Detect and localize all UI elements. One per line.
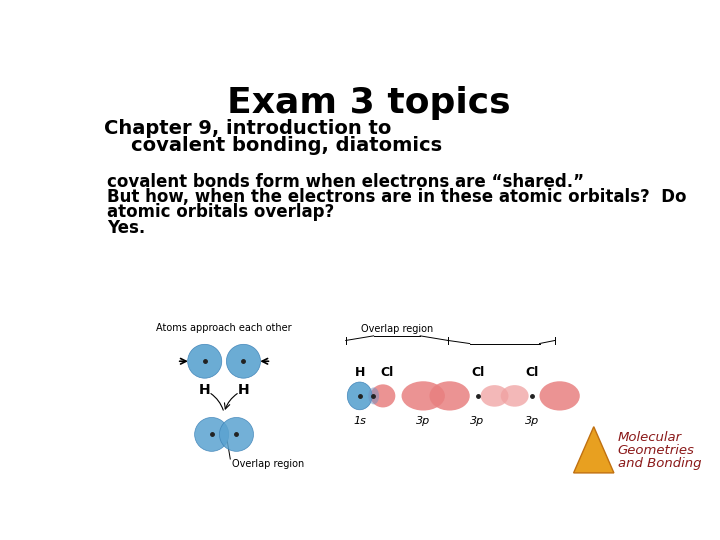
Text: Cl: Cl — [525, 366, 539, 379]
Text: 3p: 3p — [525, 416, 539, 426]
Ellipse shape — [539, 381, 580, 410]
Ellipse shape — [188, 345, 222, 378]
Text: H: H — [354, 366, 365, 379]
Text: Atoms approach each other: Atoms approach each other — [156, 323, 292, 333]
Text: covalent bonds form when electrons are “shared.”: covalent bonds form when electrons are “… — [107, 173, 584, 191]
Ellipse shape — [347, 382, 372, 410]
Polygon shape — [574, 427, 614, 473]
Text: atomic orbitals overlap?: atomic orbitals overlap? — [107, 204, 334, 221]
Text: H: H — [238, 383, 249, 397]
Text: Molecular: Molecular — [618, 430, 682, 443]
Text: Geometries: Geometries — [618, 444, 695, 457]
Text: Overlap region: Overlap region — [232, 459, 304, 469]
Ellipse shape — [194, 417, 229, 451]
Ellipse shape — [220, 417, 253, 451]
Text: 3p: 3p — [470, 416, 485, 426]
Text: Overlap region: Overlap region — [361, 325, 433, 334]
Ellipse shape — [368, 387, 379, 404]
Text: Yes.: Yes. — [107, 219, 145, 237]
Text: But how, when the electrons are in these atomic orbitals?  Do: But how, when the electrons are in these… — [107, 188, 687, 206]
Ellipse shape — [500, 385, 528, 407]
Text: Cl: Cl — [380, 366, 393, 379]
Ellipse shape — [371, 384, 395, 408]
Text: Cl: Cl — [471, 366, 484, 379]
Ellipse shape — [481, 385, 508, 407]
Ellipse shape — [402, 381, 445, 410]
Text: H: H — [199, 383, 210, 397]
Text: and Bonding: and Bonding — [618, 457, 701, 470]
Text: 3p: 3p — [416, 416, 431, 426]
Text: Exam 3 topics: Exam 3 topics — [228, 86, 510, 120]
Text: 1s: 1s — [354, 416, 366, 426]
Ellipse shape — [226, 345, 261, 378]
Ellipse shape — [429, 381, 469, 410]
Text: Chapter 9, introduction to: Chapter 9, introduction to — [104, 119, 392, 138]
Text: covalent bonding, diatomics: covalent bonding, diatomics — [104, 136, 442, 154]
